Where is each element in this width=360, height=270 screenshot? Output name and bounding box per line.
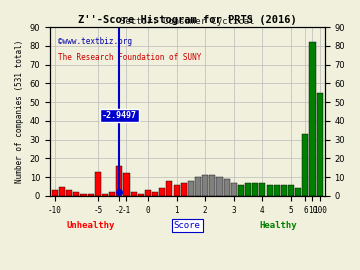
Bar: [259, 183, 265, 196]
Bar: [238, 185, 244, 196]
Bar: [73, 192, 80, 196]
Bar: [59, 187, 65, 196]
Bar: [302, 134, 309, 196]
Bar: [252, 183, 258, 196]
Bar: [181, 183, 187, 196]
Bar: [52, 190, 58, 196]
Bar: [145, 190, 151, 196]
Text: Unhealthy: Unhealthy: [67, 221, 115, 230]
Bar: [138, 194, 144, 196]
Text: The Research Foundation of SUNY: The Research Foundation of SUNY: [58, 52, 202, 62]
Y-axis label: Number of companies (531 total): Number of companies (531 total): [15, 40, 24, 183]
Bar: [66, 190, 72, 196]
Bar: [316, 93, 323, 196]
Bar: [123, 173, 130, 196]
Text: Sector: Consumer Cyclical: Sector: Consumer Cyclical: [120, 16, 255, 25]
Bar: [102, 194, 108, 196]
Bar: [266, 185, 273, 196]
Bar: [209, 175, 215, 196]
Title: Z''-Score Histogram for PRTS (2016): Z''-Score Histogram for PRTS (2016): [78, 15, 297, 25]
Bar: [109, 192, 115, 196]
Text: ©www.textbiz.org: ©www.textbiz.org: [58, 37, 132, 46]
Bar: [166, 181, 172, 196]
Bar: [195, 177, 201, 196]
Bar: [152, 192, 158, 196]
Bar: [81, 194, 86, 196]
Bar: [188, 181, 194, 196]
Bar: [116, 166, 122, 196]
Bar: [202, 175, 208, 196]
Bar: [281, 185, 287, 196]
Text: Healthy: Healthy: [259, 221, 297, 230]
Bar: [224, 179, 230, 196]
Bar: [174, 185, 180, 196]
Bar: [87, 194, 94, 196]
Bar: [288, 185, 294, 196]
Bar: [245, 183, 251, 196]
Bar: [231, 183, 237, 196]
Bar: [274, 185, 280, 196]
Bar: [95, 171, 101, 196]
Text: Score: Score: [174, 221, 201, 230]
Bar: [131, 192, 137, 196]
Bar: [310, 42, 315, 196]
Text: -2.9497: -2.9497: [102, 111, 137, 120]
Bar: [216, 177, 222, 196]
Bar: [159, 188, 165, 196]
Bar: [295, 188, 301, 196]
